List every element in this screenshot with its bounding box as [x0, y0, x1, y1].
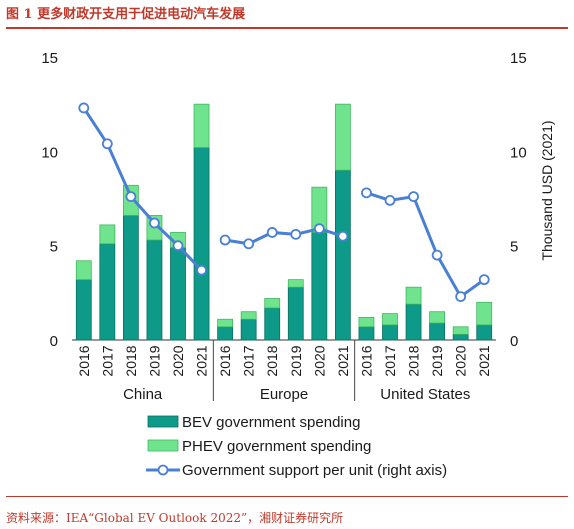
support-marker — [243, 238, 255, 250]
support-marker — [219, 234, 231, 246]
figure-title: 图 1 更多财政开支用于促进电动汽车发展 — [6, 7, 246, 22]
phev-bar — [429, 311, 446, 324]
bev-bar — [240, 318, 257, 341]
x-tick-label: 2019 — [429, 345, 445, 376]
bev-bar — [405, 303, 422, 341]
x-tick-label: 2016 — [76, 345, 92, 376]
group-label: Europe — [260, 386, 308, 403]
bev-bar — [122, 215, 139, 341]
bev-bar — [99, 243, 116, 341]
x-tick-label: 2019 — [288, 345, 304, 376]
legend-swatch-phev — [147, 439, 179, 452]
y-right-tick-label: 10 — [510, 144, 527, 161]
y-left-tick-label: 15 — [41, 50, 58, 67]
x-tick-label: 2016 — [358, 345, 374, 376]
phev-bar — [240, 311, 257, 320]
bev-bar — [429, 322, 446, 341]
y-right-tick-label: 5 — [510, 239, 518, 256]
bev-bar — [217, 326, 234, 341]
y-left-tick-label: 0 — [50, 333, 58, 350]
phev-bar — [452, 326, 469, 335]
bev-bar — [358, 326, 375, 341]
bev-bar — [264, 307, 281, 341]
support-marker — [478, 274, 490, 286]
phev-bar — [217, 318, 234, 328]
bev-bar — [170, 247, 186, 341]
x-tick-label: 2020 — [311, 345, 327, 376]
x-tick-label: 2019 — [146, 345, 162, 376]
legend-label-line: Government support per unit (right axis) — [182, 462, 447, 479]
phev-bar — [287, 279, 304, 288]
support-marker — [431, 249, 443, 261]
x-tick-label: 2018 — [123, 345, 139, 376]
legend-swatch-marker — [157, 464, 169, 476]
phev-bar — [75, 260, 92, 281]
support-marker — [313, 223, 325, 235]
phev-bar — [334, 103, 351, 171]
y-right-axis-label: Thousand USD (2021) — [539, 120, 555, 260]
x-tick-label: 2016 — [217, 345, 233, 376]
support-marker — [125, 191, 137, 203]
x-tick-label: 2020 — [170, 345, 186, 376]
support-line — [82, 107, 203, 272]
source-rule — [6, 496, 568, 497]
y-right-tick-label: 15 — [510, 50, 527, 67]
title-rule — [6, 27, 568, 29]
x-tick-label: 2018 — [406, 345, 422, 376]
bev-bar — [75, 279, 92, 341]
y-right-tick-label: 0 — [510, 333, 518, 350]
phev-bar — [382, 313, 398, 326]
legend-label-bev: BEV government spending — [182, 414, 360, 431]
support-line — [365, 191, 486, 299]
support-marker — [266, 227, 278, 238]
x-tick-label: 2020 — [453, 345, 469, 376]
x-tick-label: 2021 — [335, 345, 351, 376]
bev-bar — [287, 286, 304, 341]
bev-bar — [146, 239, 163, 341]
phev-bar — [193, 103, 210, 148]
support-marker — [172, 240, 184, 252]
y-left-tick-label: 5 — [50, 239, 58, 256]
legend-label-phev: PHEV government spending — [182, 438, 371, 455]
support-marker — [149, 217, 160, 229]
phev-bar — [358, 316, 375, 328]
phev-bar — [264, 298, 281, 309]
x-tick-label: 2018 — [264, 345, 280, 376]
support-marker — [455, 291, 467, 303]
support-marker — [408, 191, 419, 203]
bev-bar — [476, 324, 493, 341]
source-note: 资料来源：IEA“Global EV Outlook 2022”，湘财证券研究所 — [6, 511, 344, 525]
support-marker — [337, 230, 349, 242]
bev-bar — [382, 324, 398, 341]
x-tick-label: 2017 — [241, 345, 257, 376]
y-left-tick-label: 10 — [41, 144, 58, 161]
x-tick-label: 2021 — [476, 345, 492, 376]
support-marker — [361, 187, 372, 199]
support-marker — [290, 228, 302, 240]
support-marker — [384, 194, 396, 206]
support-marker — [101, 138, 113, 150]
bev-bar — [311, 232, 328, 341]
bev-bar — [193, 147, 210, 341]
support-marker — [78, 102, 90, 114]
support-marker — [196, 264, 207, 276]
x-tick-label: 2017 — [99, 345, 115, 376]
bev-bar — [452, 333, 469, 341]
phev-bar — [476, 301, 493, 326]
phev-bar — [405, 286, 422, 305]
group-label: China — [123, 386, 163, 403]
phev-bar — [99, 224, 116, 245]
x-tick-label: 2021 — [194, 345, 210, 376]
bev-bar — [334, 169, 351, 341]
x-tick-label: 2017 — [382, 345, 398, 376]
legend-swatch-bev — [147, 415, 179, 428]
group-label: United States — [380, 386, 470, 403]
ev-spending-chart: 0 5 10 15 0 5 10 15 Thousand USD (2021) 2016 2017 2… — [41, 50, 555, 479]
